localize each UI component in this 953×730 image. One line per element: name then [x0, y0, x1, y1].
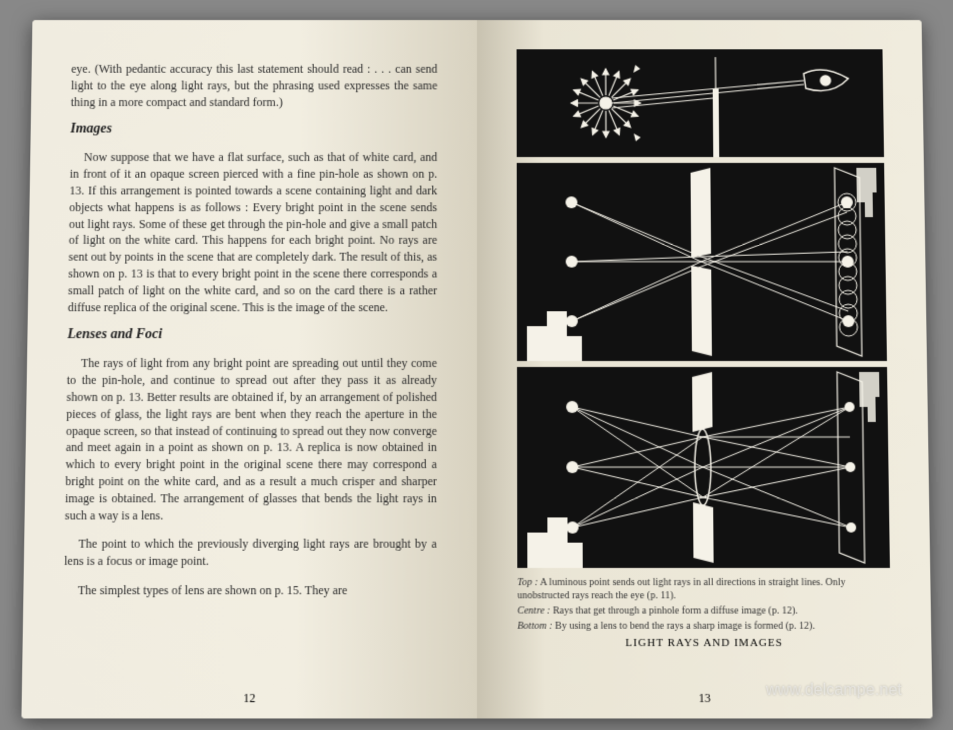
caption-centre: Centre : Rays that get through a pinhole… [517, 604, 890, 617]
watermark: www.delcampe.net [765, 682, 901, 700]
caption-top-lead: Top : [517, 577, 538, 588]
para-continuation: eye. (With pedantic accuracy this last s… [70, 61, 437, 110]
caption-bottom: Bottom : By using a lens to bend the ray… [517, 620, 890, 633]
para-lenses-1: The rays of light from any bright point … [64, 355, 436, 523]
figure-panel-top [516, 49, 883, 157]
caption-centre-text: Rays that get through a pinhole form a d… [550, 605, 797, 616]
right-page: Top : A luminous point sends out light r… [477, 20, 933, 718]
caption-top-text: A luminous point sends out light rays in… [517, 577, 845, 601]
figure-stack [516, 49, 889, 568]
heading-images: Images [70, 122, 437, 138]
caption-centre-lead: Centre : [517, 605, 550, 616]
figure-panel-centre [516, 163, 886, 361]
page-number-left: 12 [21, 691, 476, 706]
caption-bottom-lead: Bottom : [517, 621, 552, 632]
figure-title: LIGHT RAYS AND IMAGES [517, 637, 891, 649]
para-lenses-3: The simplest types of lens are shown on … [63, 582, 436, 599]
para-images: Now suppose that we have a flat surface,… [67, 150, 437, 316]
figure-panel-bottom [517, 367, 890, 568]
heading-lenses: Lenses and Foci [67, 328, 437, 344]
left-page: eye. (With pedantic accuracy this last s… [21, 20, 477, 718]
book-spread: eye. (With pedantic accuracy this last s… [21, 20, 932, 718]
caption-top: Top : A luminous point sends out light r… [517, 576, 890, 602]
caption-bottom-text: By using a lens to bend the rays a sharp… [552, 621, 815, 632]
para-lenses-2: The point to which the previously diverg… [64, 536, 437, 570]
